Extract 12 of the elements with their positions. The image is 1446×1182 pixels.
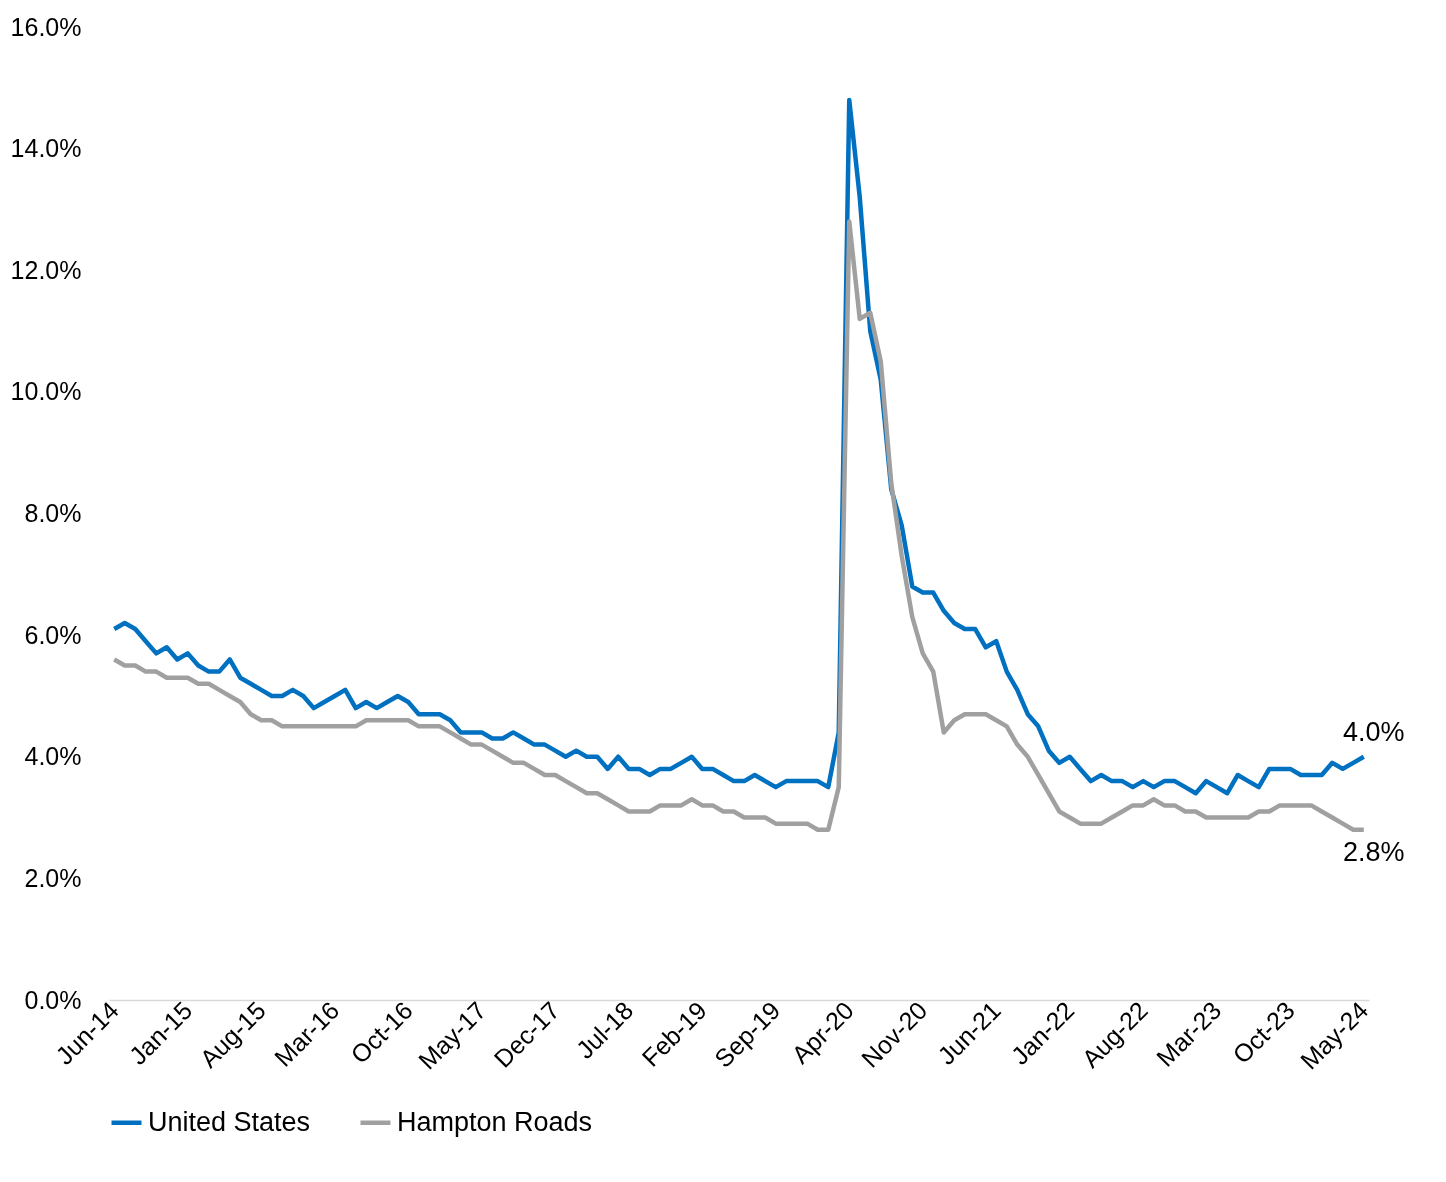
- y-tick-label: 2.0%: [24, 863, 82, 892]
- annotation: 2.8%: [1342, 836, 1405, 867]
- y-tick-label: 8.0%: [24, 499, 82, 527]
- y-tick-label: 16.0%: [10, 12, 82, 41]
- annotation: 4.0%: [1342, 716, 1405, 747]
- y-tick-label: 10.0%: [10, 377, 82, 406]
- legend-label: Hampton Roads: [397, 1106, 593, 1137]
- legend-label: United States: [148, 1106, 311, 1137]
- y-tick-label: 4.0%: [24, 742, 82, 771]
- y-tick-label: 12.0%: [10, 255, 82, 284]
- y-tick-label: 14.0%: [10, 134, 82, 163]
- y-tick-label: 6.0%: [24, 620, 82, 649]
